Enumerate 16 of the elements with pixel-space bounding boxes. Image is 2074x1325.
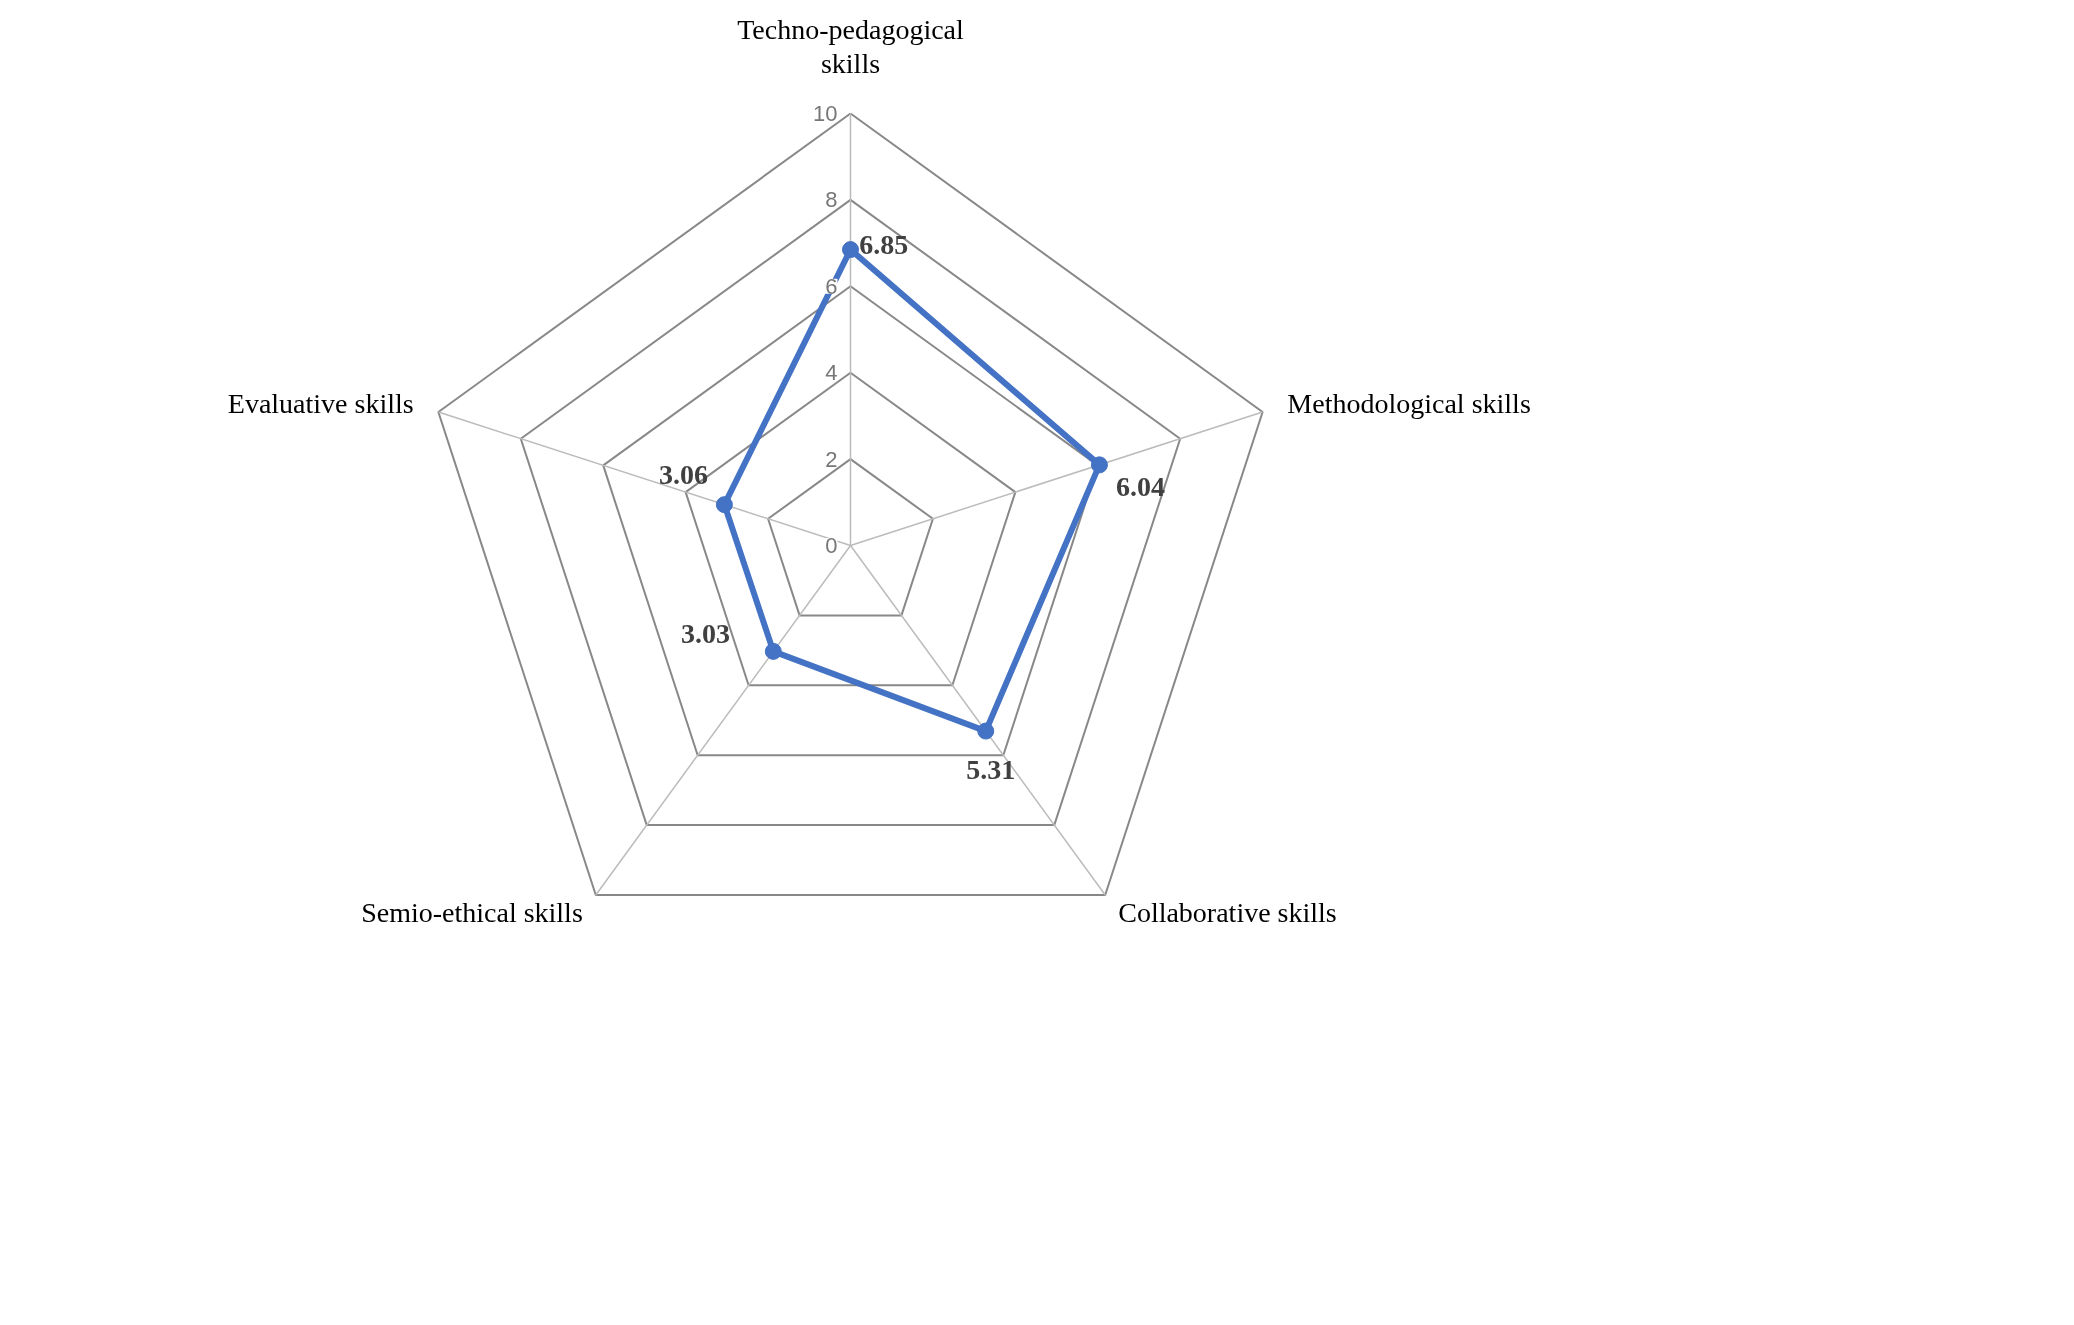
data-label: 6.85 (859, 229, 909, 261)
spoke-label: Evaluative skills (227, 388, 414, 420)
data-label: 5.31 (966, 754, 1016, 786)
spoke-label: Methodological skills (1287, 388, 1531, 420)
data-label: 3.06 (658, 458, 708, 490)
data-label: 3.03 (680, 618, 730, 650)
y-tick-label: 4 (825, 360, 838, 386)
spoke-label: Semio-ethical skills (361, 897, 583, 929)
spoke-label: Techno-pedagogical skills (737, 13, 965, 79)
y-tick-label: 10 (813, 101, 838, 126)
data-label: 6.04 (1115, 470, 1165, 502)
y-tick-label: 0 (825, 533, 838, 558)
y-tick-label: 6 (825, 273, 838, 299)
y-tick-label: 2 (825, 446, 838, 472)
y-tick-label: 8 (825, 187, 838, 213)
spoke-label: Collaborative skills (1118, 897, 1337, 929)
